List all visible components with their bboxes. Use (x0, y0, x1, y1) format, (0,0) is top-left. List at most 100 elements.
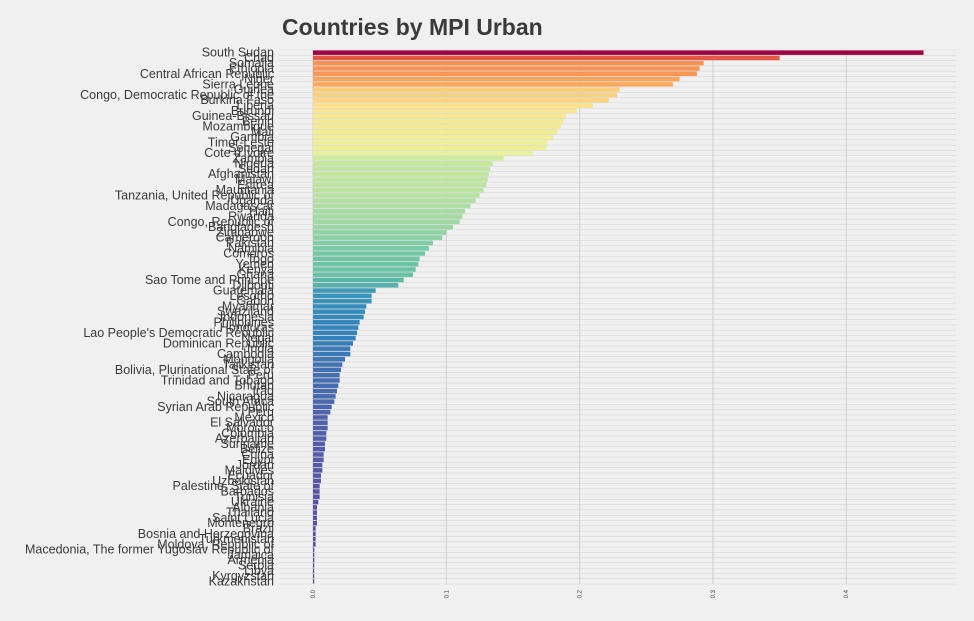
bar (313, 161, 493, 166)
x-tick-label: 0.2 (578, 589, 584, 598)
category-label: Yemen (236, 257, 275, 271)
category-label: Morocco (226, 421, 274, 435)
category-label: India (247, 342, 274, 356)
category-label: Macedonia, The former Yugoslav Republic … (25, 543, 275, 557)
category-label: Sudan (238, 162, 274, 176)
bar (313, 172, 489, 177)
category-label: Cameroon (216, 231, 274, 245)
category-label: Montenegro (207, 516, 274, 530)
bar (313, 288, 376, 293)
bar (313, 452, 324, 457)
bar (313, 431, 327, 436)
category-label: Haiti (249, 204, 274, 218)
bar (313, 309, 365, 314)
bar (313, 552, 315, 558)
bar (313, 108, 577, 114)
category-label: Egypt (242, 453, 274, 467)
bar (313, 246, 429, 251)
bar (313, 60, 704, 66)
bar (313, 383, 339, 388)
category-label: Indonesia (220, 310, 274, 324)
category-label: Kazakhstan (209, 574, 274, 588)
category-label: Jamaica (227, 548, 274, 562)
bar (313, 330, 357, 336)
x-tick-label: 0.0 (311, 589, 317, 598)
x-tick-layer: 0.0 0.1 0.2 0.3 0.4 (311, 589, 850, 598)
bar (313, 483, 320, 489)
bar (313, 425, 328, 431)
bar (313, 113, 567, 119)
bar (313, 261, 419, 267)
bar (313, 134, 553, 140)
bar (313, 214, 463, 219)
bar (313, 499, 319, 505)
category-label: Madagascar (205, 199, 274, 213)
bar (313, 251, 425, 256)
category-label: South Sudan (202, 46, 274, 60)
category-label: Palestine, State of (173, 479, 275, 493)
category-label: Djibouti (232, 278, 274, 292)
bar (313, 219, 460, 225)
category-label: Myanmar (222, 299, 274, 313)
bar (313, 256, 420, 262)
bar (313, 150, 533, 156)
category-label: Congo, Democratic Republic of the (80, 88, 274, 102)
category-label: Comoros (223, 247, 274, 261)
bar (313, 119, 564, 124)
bar (313, 55, 780, 61)
category-label: Armenia (227, 553, 274, 567)
category-label: Guinea-Bissau (192, 109, 274, 123)
bar (313, 293, 372, 299)
bar (313, 457, 324, 462)
category-label: Liberia (236, 99, 274, 113)
category-label: Ukraine (231, 495, 274, 509)
category-label: Central African Republic (140, 67, 274, 81)
chart-title: Countries by MPI Urban (282, 14, 543, 40)
bar (313, 177, 488, 182)
bar (313, 489, 320, 494)
category-label: Bolivia, Plurinational State of (115, 363, 275, 377)
category-label: Afghanistan (208, 167, 274, 181)
category-label: Uzbekistan (212, 474, 274, 488)
bar (313, 224, 453, 230)
bar (313, 378, 340, 383)
bar (313, 446, 325, 452)
bar (313, 542, 316, 547)
bar (313, 203, 471, 209)
bar (313, 372, 340, 378)
category-label: Colombia (221, 426, 274, 440)
category-label: Timor-Leste (208, 136, 274, 150)
bar (313, 367, 341, 373)
bar (313, 335, 356, 341)
category-label: Malawi (235, 173, 274, 187)
bar (313, 520, 317, 526)
bar (313, 399, 335, 404)
category-label: Zimbabwe (216, 225, 274, 239)
category-label: Nepal (241, 331, 274, 345)
bar (313, 240, 433, 246)
bar (313, 193, 480, 198)
bar (313, 298, 372, 304)
bar (313, 510, 317, 515)
bar (313, 272, 413, 277)
bar (313, 267, 416, 272)
category-label: Moldova, Republic of (157, 537, 274, 551)
bar (313, 277, 404, 283)
bar (313, 351, 351, 357)
bar (313, 346, 351, 351)
bar (313, 76, 680, 82)
category-label: Ghana (236, 268, 274, 282)
category-label: Barbados (220, 484, 274, 498)
bar (313, 441, 325, 447)
category-label: Saint Lucia (212, 511, 274, 525)
bar (313, 494, 320, 500)
category-label: Eritrea (237, 178, 274, 192)
bar (313, 82, 673, 87)
category-label: Burundi (231, 104, 274, 118)
bar (313, 320, 360, 325)
category-label: Maldives (225, 463, 274, 477)
bar (313, 92, 617, 98)
category-label: Tajikistan (223, 358, 274, 372)
